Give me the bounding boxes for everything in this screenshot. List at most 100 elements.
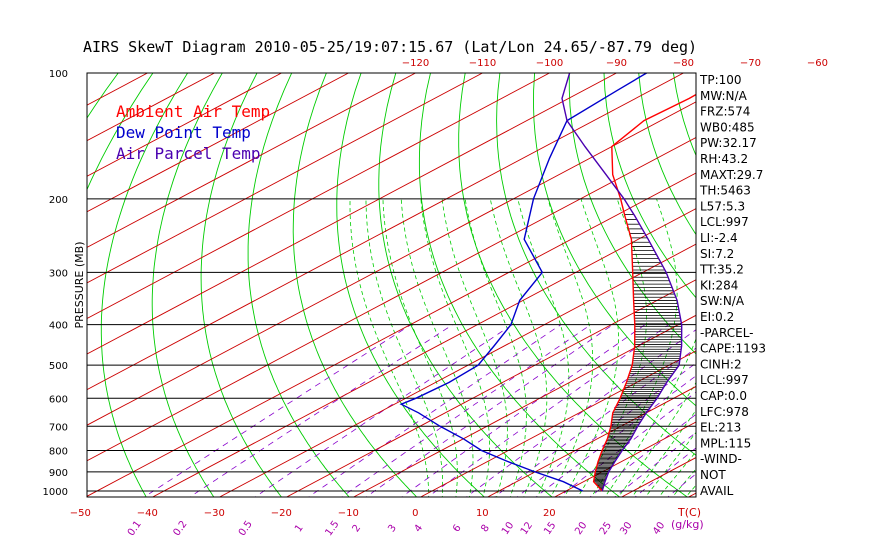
isotherm <box>419 350 696 497</box>
pressure-tick-label: 800 <box>49 446 68 457</box>
stat-line: LI:-2.4 <box>700 231 738 245</box>
stat-line: NOT <box>700 468 726 482</box>
mixing-ratio-line <box>465 329 696 497</box>
moist-adiabat <box>441 198 508 497</box>
moist-adiabat <box>604 337 696 497</box>
moist-adiabat <box>400 198 474 497</box>
pressure-tick-label: 300 <box>49 268 68 279</box>
mixing-ratio-line <box>254 324 513 497</box>
moist-adiabat <box>382 198 458 497</box>
isotherm <box>218 243 696 497</box>
pressure-tick-label: 1000 <box>43 487 68 498</box>
ambient-air-temp-line <box>592 93 696 492</box>
mixing-ratio-unit-label: (g/kg) <box>671 518 704 531</box>
dry-adiabat <box>336 73 486 497</box>
bottom-temp-tick-label: −20 <box>271 508 292 519</box>
mixing-ratio-label: 3 <box>386 523 399 535</box>
stat-line: TT:35.2 <box>699 263 744 277</box>
mixing-ratio-label: 30 <box>618 520 634 537</box>
bottom-temp-tick-label: 20 <box>543 508 556 519</box>
plot-frame <box>86 72 697 498</box>
pressure-tick-label: 600 <box>49 394 68 405</box>
stat-line: KI:284 <box>700 278 738 292</box>
bottom-temp-tick-label: −30 <box>204 508 225 519</box>
isotherm <box>750 73 870 500</box>
stat-line: TH:5463 <box>699 184 751 198</box>
stat-line: MPL:115 <box>700 436 751 450</box>
dry-adiabat <box>292 73 418 497</box>
chart-title: AIRS SkewT Diagram 2010-05-25/19:07:15.6… <box>83 38 697 56</box>
stat-line: LCL:997 <box>700 373 749 387</box>
mixing-ratio-label: 12 <box>519 520 535 537</box>
isotherm <box>87 73 617 355</box>
mixing-ratio-line <box>143 324 412 497</box>
x-axis-unit-label: T(C) <box>677 506 701 519</box>
dry-adiabat <box>568 73 696 355</box>
dry-adiabat <box>847 73 870 500</box>
stat-line: CAP:0.0 <box>700 389 747 403</box>
isotherm <box>87 73 684 391</box>
mixing-ratio-line <box>341 324 592 497</box>
dry-adiabat <box>100 73 188 497</box>
mixing-ratio-label: 0.2 <box>171 519 189 538</box>
dry-adiabat <box>812 73 870 500</box>
dry-adiabat <box>603 73 696 299</box>
bottom-temp-tick-label: −40 <box>137 508 158 519</box>
stat-line: EI:0.2 <box>700 310 734 324</box>
bottom-temp-tick-label: −50 <box>70 508 91 519</box>
dry-adiabat <box>0 73 84 500</box>
stat-line: WB0:485 <box>700 120 755 134</box>
top-temp-tick-label: −100 <box>536 58 563 69</box>
isotherm <box>817 73 870 500</box>
mixing-ratio-label: 4 <box>413 523 426 535</box>
dry-adiabat <box>778 73 870 500</box>
isotherm <box>0 73 80 500</box>
moist-adiabat <box>464 198 527 497</box>
stat-line: L57:5.3 <box>700 199 745 213</box>
dew-point-temp-line <box>399 73 647 492</box>
stat-line: LFC:978 <box>700 405 749 419</box>
isotherm <box>553 421 696 497</box>
top-temp-tick-label: −120 <box>402 58 429 69</box>
stat-line: TP:100 <box>699 73 742 87</box>
mixing-ratio-label: 15 <box>542 520 558 537</box>
isotherm <box>87 73 282 177</box>
stat-line: PW:32.17 <box>700 136 757 150</box>
pressure-tick-label: 400 <box>49 321 68 332</box>
mixing-ratio-label: 0.5 <box>237 519 255 538</box>
top-temp-tick-label: −90 <box>606 58 627 69</box>
isotherm <box>87 73 550 319</box>
moist-adiabat <box>420 198 490 497</box>
stat-line: AVAIL <box>700 484 734 498</box>
mixing-ratio-label: 0.1 <box>126 519 144 538</box>
isotherm <box>486 385 696 497</box>
isotherm <box>87 73 349 213</box>
legend-ambient-air-temp: Ambient Air Temp <box>116 102 270 121</box>
mixing-ratio-line <box>516 362 696 497</box>
mixing-ratio-label: 8 <box>479 523 492 535</box>
moist-adiabat <box>617 381 696 497</box>
mixing-ratio-line <box>189 324 454 497</box>
stat-line: CAPE:1193 <box>700 342 766 356</box>
mixing-ratio-line <box>493 347 696 497</box>
isotherm <box>151 208 696 497</box>
stat-line: RH:43.2 <box>700 152 748 166</box>
dry-adiabat <box>458 73 689 497</box>
air-parcel-temp-line <box>561 73 683 492</box>
mixing-ratio-line <box>535 375 696 497</box>
isotherm <box>87 101 696 426</box>
dry-adiabat <box>743 73 870 500</box>
dry-adiabat <box>200 73 283 497</box>
stat-line: LCL:997 <box>700 215 749 229</box>
stat-line: SI:7.2 <box>700 247 734 261</box>
stat-line: MW:N/A <box>700 89 748 103</box>
dry-adiabat <box>378 73 553 497</box>
legend-dew-point-temp: Dew Point Temp <box>116 123 251 142</box>
dry-adiabat <box>247 73 350 497</box>
mixing-ratio-label: 40 <box>651 520 667 537</box>
stat-line: MAXT:29.7 <box>700 168 763 182</box>
legend-air-parcel-temp: Air Parcel Temp <box>116 144 261 163</box>
stat-line: -PARCEL- <box>700 326 754 340</box>
